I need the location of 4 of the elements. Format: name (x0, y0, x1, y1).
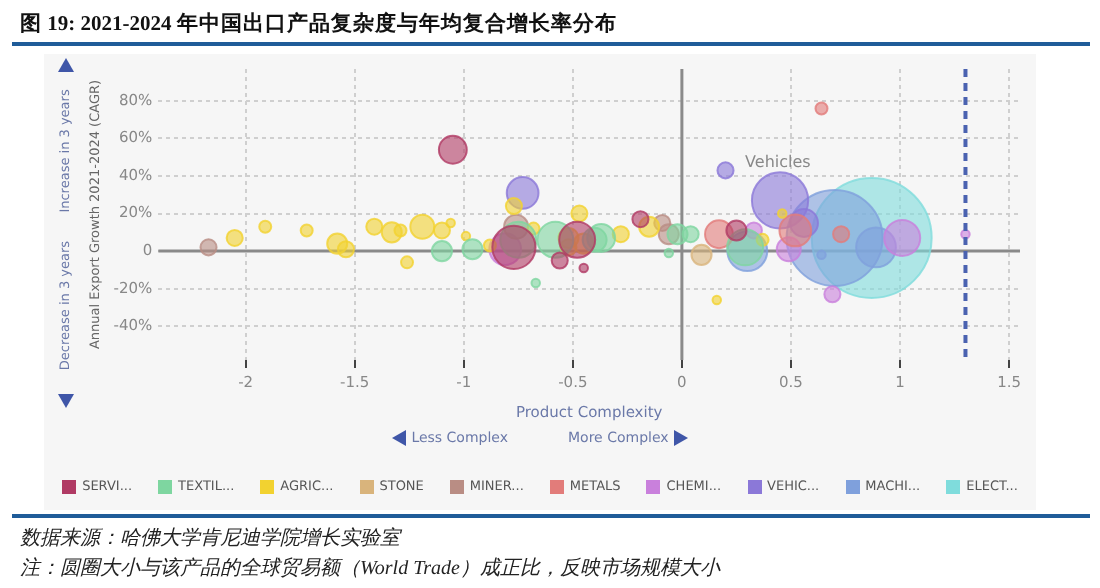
source-note: 数据来源：哈佛大学肯尼迪学院增长实验室 (20, 525, 400, 552)
annotation: Vehicles (745, 153, 811, 172)
text: 注：圆圈大小与该产品的全球贸易额（World Trade）成正比，反映市场规模大小 (20, 555, 720, 582)
chart-title: 图 19: 2021-2024 年中国出口产品复杂度与年均复合增长率分布 (20, 10, 617, 38)
